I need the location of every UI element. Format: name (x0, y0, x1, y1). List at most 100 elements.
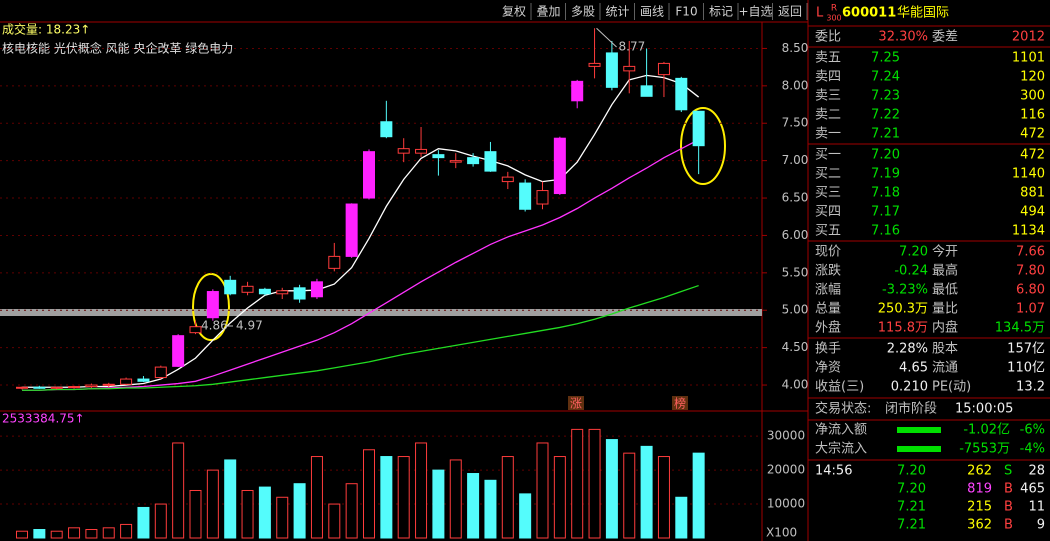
volume-label: 2533384.75↑ (2, 412, 85, 426)
tick-side: S (1004, 464, 1012, 479)
candle-body (484, 151, 497, 172)
book-price: 7.23 (871, 89, 900, 104)
annotation-line (596, 27, 617, 48)
tick-volume: 262 (967, 464, 992, 479)
y-tick-label: 30000 (767, 429, 805, 443)
volume-bar (172, 442, 185, 539)
stat-value: 7.80 (1016, 264, 1045, 279)
stock-name: 华能国际 (897, 6, 949, 21)
status-time: 15:00:05 (955, 402, 1013, 417)
stat-value: -0.24 (894, 264, 928, 279)
flow-value: -1.02亿 (963, 423, 1010, 438)
event-marker-bg (568, 396, 584, 410)
candle-body (501, 176, 514, 183)
volume-bar (120, 523, 133, 539)
tick-count: 28 (1028, 464, 1045, 479)
stat-value: 2.28% (887, 342, 928, 357)
tick-volume: 215 (967, 500, 992, 515)
stat-value: 0.210 (891, 380, 928, 395)
book-label: 卖二 (815, 108, 841, 123)
book-volume: 116 (1020, 108, 1045, 123)
stat-value: 110亿 (1007, 361, 1045, 376)
y-tick-label: 6.50 (782, 191, 809, 205)
toolbar-button[interactable]: 返回 (778, 5, 802, 19)
y-tick-label: 6.00 (782, 228, 809, 242)
stat-value: -3.23% (882, 283, 928, 298)
volume-bar (50, 530, 63, 539)
candle-body (536, 190, 549, 205)
stat-value: 250.3万 (878, 302, 928, 317)
toolbar-button[interactable]: 多股 (571, 5, 595, 19)
candle-body (553, 137, 566, 195)
book-price: 7.25 (871, 51, 900, 66)
book-volume: 472 (1020, 148, 1045, 163)
book-price: 7.17 (871, 205, 900, 220)
toolbar-button[interactable]: 画线 (640, 5, 664, 19)
volume-bar (85, 529, 98, 539)
volume-bar (467, 473, 480, 539)
volume-bar (33, 529, 46, 539)
book-price: 7.24 (871, 70, 900, 85)
flow-label: 大宗流入 (815, 441, 867, 457)
stat-label: 涨跌 (815, 263, 841, 279)
toolbar-button[interactable]: 统计 (605, 5, 629, 19)
moving-average (22, 74, 700, 388)
candle-body (33, 386, 46, 389)
y-tick-label: 20000 (767, 463, 805, 477)
volume-bar (415, 442, 428, 539)
volume-bar (276, 496, 289, 539)
stat-value: 4.65 (899, 361, 928, 376)
book-label: 卖四 (815, 70, 841, 85)
book-volume: 1134 (1012, 224, 1045, 239)
book-label: 买一 (815, 148, 841, 163)
volume-bar (449, 459, 462, 539)
candle-body (657, 62, 670, 76)
book-volume: 1140 (1012, 167, 1045, 182)
toolbar-button[interactable]: 复权 (502, 5, 526, 19)
volume-bar (293, 483, 306, 539)
tick-price: 7.21 (897, 500, 926, 515)
volume-bar (224, 459, 237, 539)
toolbar-button[interactable]: 标记 (709, 5, 733, 19)
y-tick-label: 4.50 (782, 340, 809, 354)
tick-count: 11 (1028, 500, 1045, 515)
candle-body (137, 378, 150, 382)
indicator-label: 成交量: 18.23↑ (2, 22, 90, 37)
candle-body (415, 148, 428, 154)
tick-side: B (1004, 482, 1013, 497)
volume-bar (363, 449, 375, 539)
toolbar-button[interactable]: +自选 (738, 5, 772, 19)
stat-label: 最高 (932, 263, 958, 279)
candle-body (310, 281, 323, 298)
y-tick-label: 8.50 (782, 41, 809, 55)
book-volume: 300 (1020, 89, 1045, 104)
label: 委差 (932, 30, 958, 45)
book-label: 买二 (815, 167, 841, 182)
book-label: 买三 (815, 186, 841, 201)
tick-time: 14:56 (815, 464, 852, 479)
volume-bar (137, 506, 150, 539)
candle-body (640, 85, 653, 97)
book-label: 卖三 (815, 89, 841, 104)
volume-bar (328, 503, 341, 539)
volume-bar (501, 456, 514, 539)
volume-bar (588, 428, 601, 539)
candle-body (189, 326, 202, 334)
stat-label: 股本 (932, 342, 958, 357)
toolbar-button[interactable]: 叠加 (536, 5, 560, 19)
candle-body (605, 52, 618, 88)
annotation: 4.97 (236, 319, 263, 333)
book-label: 卖一 (815, 127, 841, 142)
book-volume: 120 (1020, 70, 1045, 85)
stock-code: 600011 (842, 6, 896, 21)
candle-body (50, 386, 63, 389)
book-price: 7.16 (871, 224, 900, 239)
toolbar-button[interactable]: F10 (675, 5, 697, 19)
flow-label: 净流入额 (815, 423, 867, 438)
volume-bar (623, 452, 636, 539)
candle-body (154, 366, 167, 379)
y-tick-label: 5.00 (782, 303, 809, 317)
label: 委比 (815, 30, 841, 45)
candle-body (102, 383, 115, 386)
